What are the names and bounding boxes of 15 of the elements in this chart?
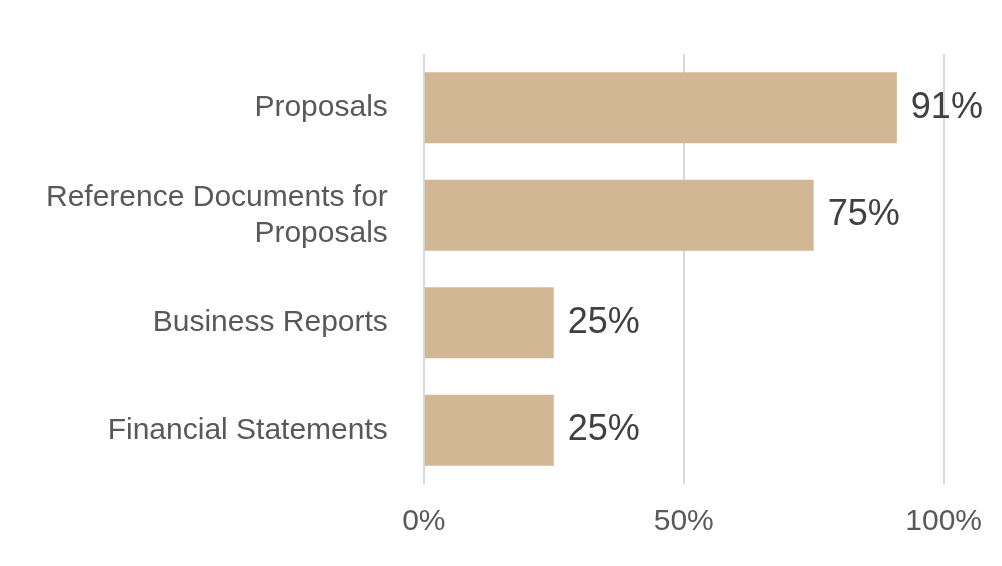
bar [424,287,554,359]
data-label: 25% [567,299,640,341]
data-label: 25% [567,407,640,449]
x-tick-label: 50% [653,503,714,537]
data-label: 91% [910,84,983,126]
y-tick-label: Financial Statements [107,411,388,445]
bar [424,179,814,251]
x-tick-label: 0% [402,503,446,537]
data-label: 75% [827,192,900,234]
x-tick-label: 100% [905,503,982,537]
y-tick-label: Proposals [254,89,388,123]
y-tick-label: Reference Documents for Proposals [45,178,388,248]
bar [424,394,554,466]
bar [424,72,897,144]
y-tick-label: Business Reports [152,304,388,338]
